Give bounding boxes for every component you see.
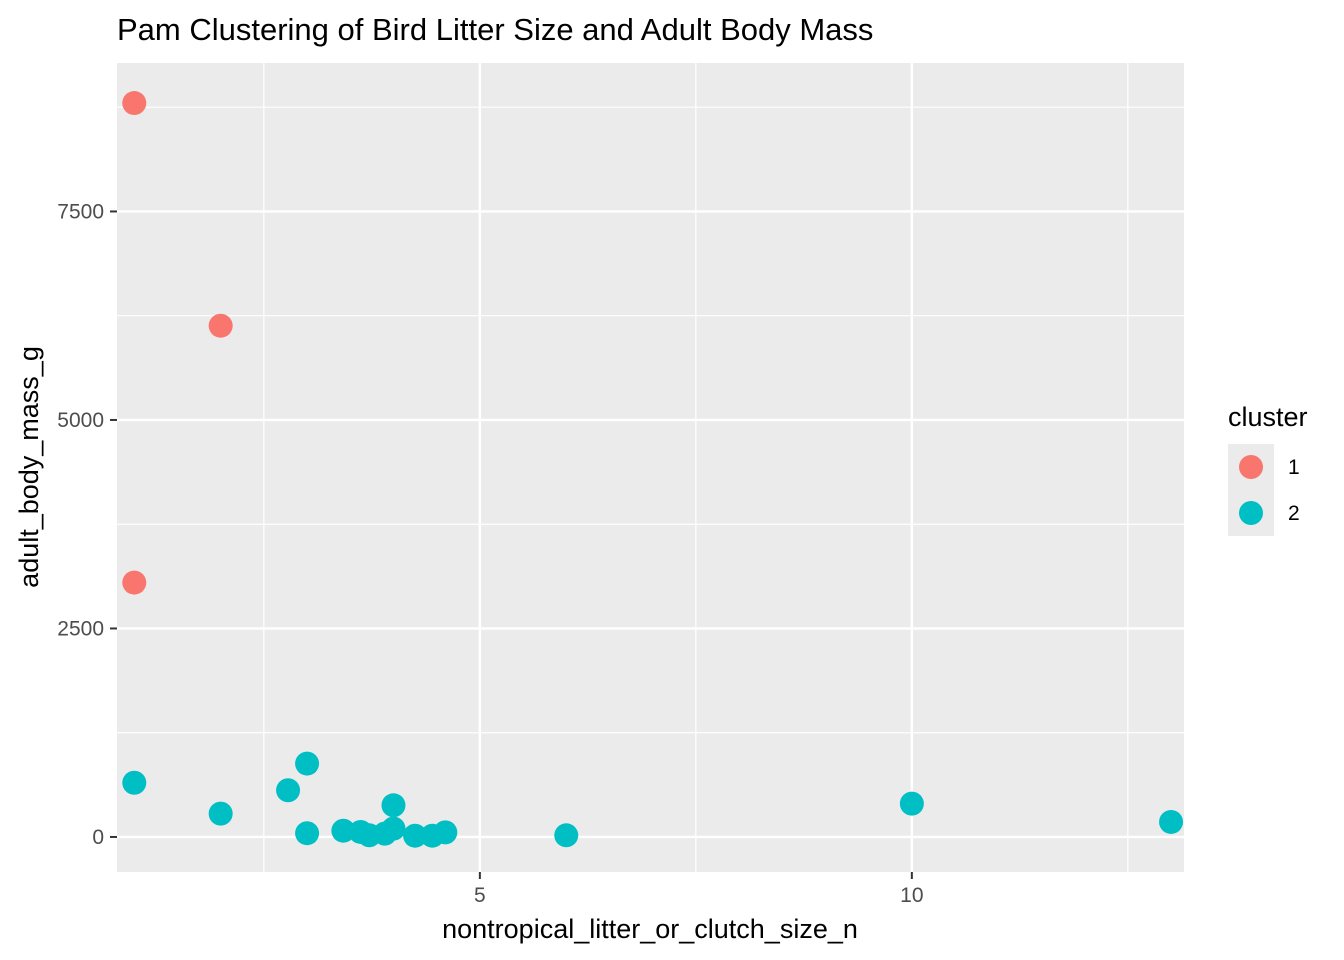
data-point-cluster-1 bbox=[208, 313, 233, 338]
data-point-cluster-2 bbox=[554, 823, 579, 848]
data-point-cluster-2 bbox=[381, 816, 406, 841]
y-tick-label: 7500 bbox=[57, 200, 104, 223]
legend: cluster 1 2 bbox=[1228, 402, 1308, 536]
x-axis-title: nontropical_litter_or_clutch_size_n bbox=[442, 914, 858, 944]
data-points bbox=[122, 91, 1184, 848]
y-tick-label: 0 bbox=[92, 826, 104, 849]
y-axis-title: adult_body_mass_g bbox=[14, 346, 44, 588]
data-point-cluster-2 bbox=[122, 770, 147, 795]
data-point-cluster-2 bbox=[295, 821, 320, 846]
x-tick-label: 5 bbox=[474, 884, 486, 907]
legend-label-2: 2 bbox=[1288, 502, 1300, 525]
y-tick-label: 5000 bbox=[57, 409, 104, 432]
data-point-cluster-2 bbox=[403, 823, 428, 848]
grid-lines bbox=[117, 63, 1184, 872]
legend-title: cluster bbox=[1228, 402, 1308, 432]
data-point-cluster-2 bbox=[1159, 809, 1184, 834]
legend-label-1: 1 bbox=[1288, 456, 1300, 479]
data-point-cluster-2 bbox=[899, 791, 924, 816]
data-point-cluster-2 bbox=[276, 778, 301, 803]
y-tick-label: 2500 bbox=[57, 617, 104, 640]
data-point-cluster-2 bbox=[433, 820, 458, 845]
data-point-cluster-1 bbox=[122, 570, 147, 595]
chart-title: Pam Clustering of Bird Litter Size and A… bbox=[117, 12, 873, 47]
legend-key-1 bbox=[1239, 455, 1263, 479]
data-point-cluster-2 bbox=[331, 818, 356, 843]
data-point-cluster-2 bbox=[295, 751, 320, 776]
axes: 5 10 0 2500 5000 7500 bbox=[57, 200, 923, 907]
data-point-cluster-2 bbox=[208, 801, 233, 826]
data-point-cluster-2 bbox=[381, 793, 406, 818]
data-point-cluster-1 bbox=[122, 91, 147, 116]
x-tick-label: 10 bbox=[900, 884, 923, 907]
legend-key-2 bbox=[1239, 501, 1263, 525]
plot-panel bbox=[117, 63, 1184, 872]
